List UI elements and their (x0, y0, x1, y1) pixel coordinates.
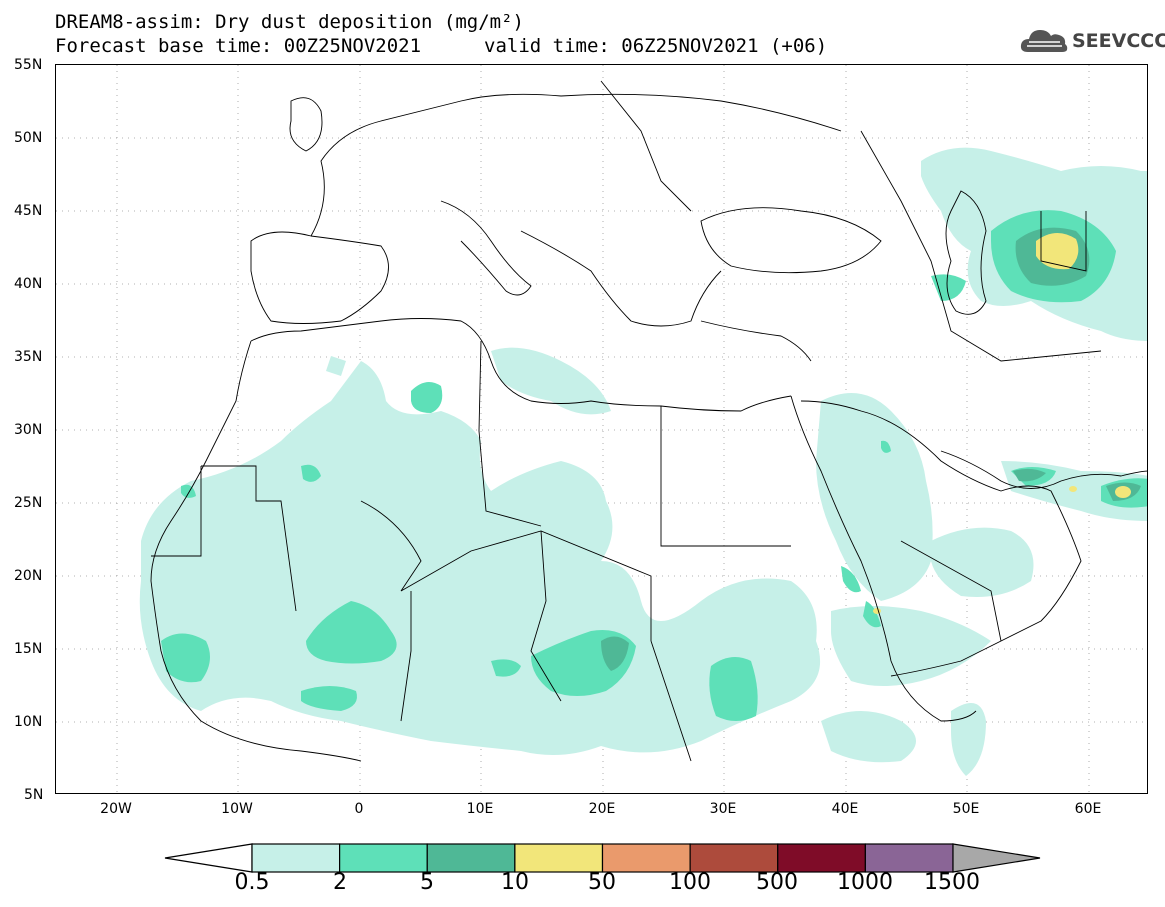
colorbar-swatch (601, 843, 691, 873)
lon-label: 20W (100, 801, 132, 817)
colorbar-under-arrow (164, 843, 253, 873)
colorbar-over-arrow (952, 843, 1041, 873)
cloud-icon (1020, 30, 1068, 52)
colorbar-swatch (251, 843, 341, 873)
lon-label: 50E (952, 801, 980, 817)
lat-label: 25N (14, 495, 43, 511)
lat-label: 55N (14, 57, 43, 73)
coastlines-borders (150, 80, 1147, 762)
lat-label: 35N (14, 349, 43, 365)
dust-level-2-5 (161, 210, 1147, 721)
colorbar-label: 5 (420, 870, 434, 895)
lon-label: 10W (221, 801, 253, 817)
lon-label: 40E (831, 801, 859, 817)
colorbar-label: 50 (588, 870, 616, 895)
lat-label: 30N (14, 422, 43, 438)
colorbar-label: 0.5 (234, 870, 270, 895)
lon-label: 0 (354, 801, 364, 817)
colorbar-swatch (777, 843, 866, 873)
colorbar-label: 10 (501, 870, 529, 895)
dust-level-10-50 (873, 232, 1131, 614)
colorbar-swatch (689, 843, 779, 873)
lat-label: 40N (14, 276, 43, 292)
logo-text: SEEVCCC (1072, 30, 1165, 52)
colorbar-label: 500 (756, 870, 798, 895)
lon-label: 60E (1074, 801, 1102, 817)
seevccc-logo: SEEVCCC (1018, 22, 1165, 58)
map-title: DREAM8-assim: Dry dust deposition (mg/m²… (55, 11, 524, 33)
colorbar-label: 2 (333, 870, 347, 895)
lat-label: 20N (14, 568, 43, 584)
colorbar-swatch (426, 843, 516, 873)
map-area (55, 64, 1148, 794)
colorbar-label: 1000 (837, 870, 893, 895)
colorbar-swatch (864, 843, 954, 873)
lon-label: 30E (709, 801, 737, 817)
lat-label: 10N (14, 714, 43, 730)
lon-label: 10E (466, 801, 494, 817)
colorbar (164, 843, 1041, 873)
forecast-base-time: Forecast base time: 00Z25NOV2021 (55, 35, 422, 57)
lat-label: 15N (14, 641, 43, 657)
lon-label: 20E (588, 801, 616, 817)
colorbar-label: 100 (669, 870, 711, 895)
valid-time: valid time: 06Z25NOV2021 (+06) (484, 35, 828, 57)
colorbar-swatch (339, 843, 428, 873)
lat-label: 45N (14, 203, 43, 219)
colorbar-swatch (514, 843, 604, 873)
lat-label: 5N (24, 787, 44, 803)
colorbar-label: 1500 (924, 870, 980, 895)
lat-label: 50N (14, 130, 43, 146)
dust-deposition-map (56, 65, 1147, 793)
